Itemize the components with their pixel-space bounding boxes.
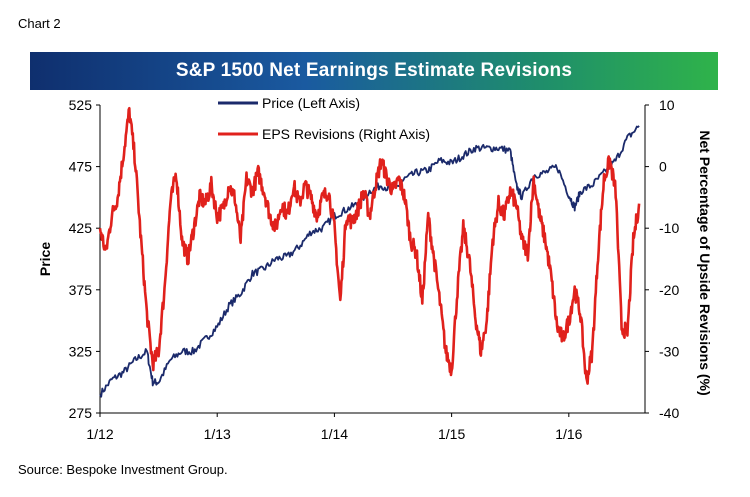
left-y-tick-label: 325 [69, 343, 93, 359]
right-y-tick-label: -40 [659, 405, 679, 421]
left-y-tick-label: 525 [69, 97, 93, 113]
left-y-tick-labels: 275 325 375 425 475 525 [69, 97, 100, 421]
chart-number-label: Chart 2 [18, 16, 61, 31]
left-y-tick-label: 425 [69, 220, 93, 236]
chart-title: S&P 1500 Net Earnings Estimate Revisions [175, 60, 573, 81]
left-y-tick-label: 275 [69, 405, 93, 421]
left-y-axis-title: Price [37, 242, 53, 276]
right-y-tick-label: 10 [659, 97, 675, 113]
x-tick-label: 1/13 [204, 426, 231, 442]
x-tick-label: 1/16 [555, 426, 582, 442]
left-y-tick-label: 375 [69, 282, 93, 298]
x-tick-label: 1/12 [86, 426, 113, 442]
legend: Price (Left Axis) EPS Revisions (Right A… [218, 95, 430, 142]
left-y-tick-label: 475 [69, 159, 93, 175]
right-y-tick-label: 0 [659, 159, 667, 175]
series-lines [98, 106, 641, 398]
x-tick-labels: 1/12 1/13 1/14 1/15 1/16 [86, 413, 583, 442]
chart-title-banner: S&P 1500 Net Earnings Estimate Revisions [30, 52, 718, 90]
right-y-tick-label: -30 [659, 343, 679, 359]
legend-label-eps-revisions: EPS Revisions (Right Axis) [262, 126, 430, 142]
chart-axes [99, 105, 646, 414]
x-tick-label: 1/14 [321, 426, 348, 442]
right-y-axis-title: Net Percentage of Upside Revisions (%) [697, 130, 713, 395]
legend-label-price: Price (Left Axis) [262, 95, 360, 111]
right-y-tick-labels: -40 -30 -20 -10 0 10 [645, 97, 679, 421]
right-y-tick-label: -20 [659, 282, 679, 298]
eps-revisions-series-line [98, 106, 641, 385]
source-footnote: Source: Bespoke Investment Group. [18, 462, 228, 477]
x-tick-label: 1/15 [438, 426, 465, 442]
price-series-line [99, 125, 640, 398]
right-y-tick-label: -10 [659, 220, 679, 236]
